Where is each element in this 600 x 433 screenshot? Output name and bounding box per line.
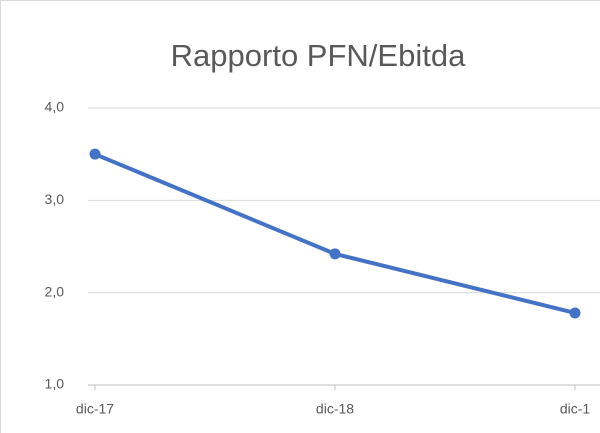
y-tick-label: 2,0 (45, 283, 65, 299)
y-tick-label: 1,0 (45, 376, 65, 392)
x-tick-label: dic-18 (316, 401, 354, 417)
point (329, 248, 341, 260)
point (569, 307, 581, 319)
chart-title: Rapporto PFN/Ebitda (171, 38, 466, 73)
x-tick-label: dic-1 (560, 401, 591, 417)
point (89, 148, 101, 160)
y-tick-label: 3,0 (45, 191, 65, 207)
y-tick-label: 4,0 (45, 99, 65, 115)
x-tick-label: dic-17 (76, 401, 114, 417)
